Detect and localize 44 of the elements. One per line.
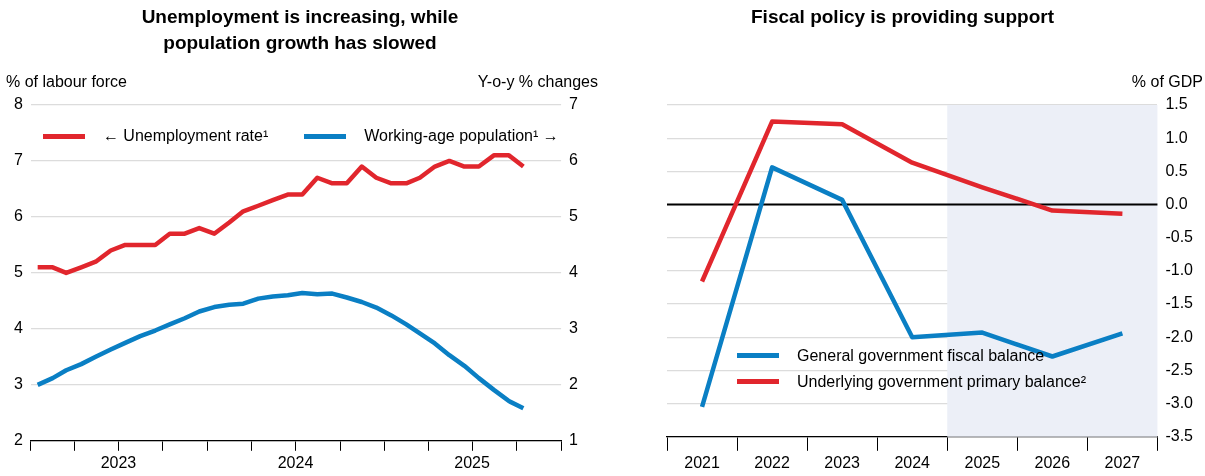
x-tick-label: 2026 — [1034, 453, 1071, 471]
y-tick-label: -3.0 — [1165, 394, 1194, 412]
y2-tick-label: 3 — [569, 319, 579, 337]
chart-title: Fiscal policy is providing support — [750, 5, 1055, 29]
y-tick-label: 6 — [13, 207, 23, 225]
y-tick-label: -2.5 — [1165, 360, 1194, 378]
y-tick-label: -2.0 — [1165, 327, 1194, 345]
legend-label: General government fiscal balance — [797, 346, 1045, 365]
y-tick-label: -1.0 — [1165, 261, 1194, 279]
y2-tick-label: 5 — [569, 207, 579, 225]
y-axis-title: % of labour force — [6, 73, 128, 91]
x-tick-label: 2025 — [454, 453, 490, 471]
x-tick-label: 2024 — [894, 453, 931, 471]
y-tick-label: 3 — [13, 375, 23, 393]
y-tick-label: 8 — [13, 95, 23, 113]
x-tick-label: 2024 — [277, 453, 314, 471]
y2-axis-title: Y-o-y % changes — [477, 73, 598, 91]
y-tick-label: 1.5 — [1165, 95, 1188, 113]
y-tick-label: 0.0 — [1165, 194, 1188, 212]
chart-title: Unemployment is increasing, while population growth has slowed — [140, 5, 460, 55]
x-tick-label: 2023 — [824, 453, 861, 471]
y2-tick-label: 4 — [569, 263, 579, 281]
legend-label: ← Unemployment rate¹ — [102, 127, 269, 145]
y-tick-label: 4 — [13, 319, 23, 337]
y2-tick-label: 7 — [569, 95, 579, 113]
legend-label: Working-age population¹ → — [364, 127, 559, 145]
x-tick-label: 2022 — [754, 453, 790, 471]
y-tick-label: -3.5 — [1165, 427, 1194, 445]
y-tick-label: 2 — [13, 431, 23, 449]
x-tick-label: 2023 — [100, 453, 137, 471]
x-tick-label: 2027 — [1104, 453, 1141, 471]
y-tick-label: 0.5 — [1165, 161, 1188, 179]
y-tick-label: 1.0 — [1165, 128, 1188, 146]
legend-label: Underlying government primary balance² — [797, 372, 1087, 391]
y-tick-label: -0.5 — [1165, 228, 1194, 246]
y2-tick-label: 6 — [569, 151, 579, 169]
y2-tick-label: 1 — [569, 431, 579, 449]
y-tick-label: 7 — [13, 151, 23, 169]
y-tick-label: 5 — [13, 263, 23, 281]
y-axis-title: % of GDP — [1131, 73, 1203, 91]
y-tick-label: -1.5 — [1165, 294, 1194, 312]
y2-tick-label: 2 — [569, 375, 579, 393]
x-tick-label: 2021 — [684, 453, 720, 471]
x-tick-label: 2025 — [964, 453, 1001, 471]
